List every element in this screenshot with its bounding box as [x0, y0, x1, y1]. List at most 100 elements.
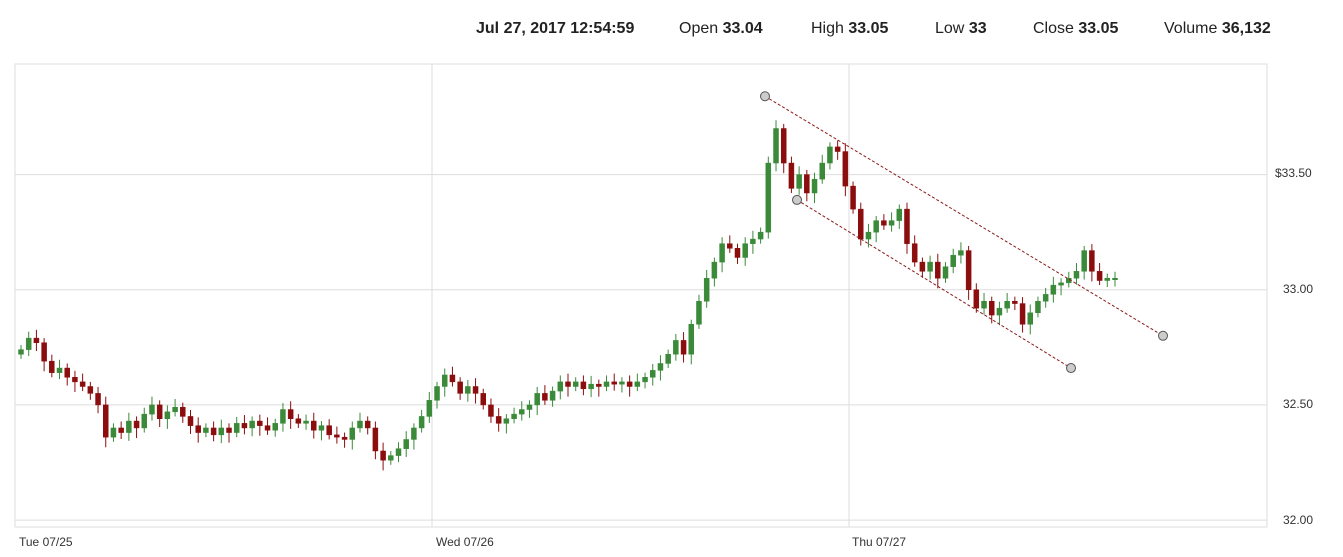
- candle-body: [1104, 277, 1111, 281]
- candle-body: [133, 420, 140, 429]
- candle-body: [95, 393, 101, 406]
- candle-body: [272, 423, 278, 431]
- trend-line-handle[interactable]: [1066, 363, 1076, 374]
- candle-body: [603, 381, 610, 387]
- candle-body: [434, 386, 440, 401]
- candle-body: [534, 393, 540, 406]
- candle-body: [680, 340, 687, 355]
- candle-body: [981, 301, 987, 309]
- candle-body: [742, 243, 748, 258]
- candle-body: [988, 301, 995, 316]
- candle-body: [1019, 303, 1026, 325]
- candle-body: [334, 434, 340, 438]
- candle-body: [233, 423, 240, 433]
- candle-body: [372, 427, 379, 452]
- trend-line-handle[interactable]: [792, 194, 802, 205]
- candle-body: [665, 353, 671, 364]
- candle-body: [703, 277, 710, 302]
- candle-body: [441, 374, 448, 387]
- low-value: 33: [968, 20, 987, 37]
- candle-body: [457, 381, 463, 394]
- candle-body: [156, 404, 163, 419]
- quote-close: Close 33.05: [1033, 20, 1118, 38]
- candle-body: [287, 409, 294, 419]
- quote-high: High 33.05: [811, 20, 888, 38]
- y-tick-label: 32.00: [1283, 513, 1313, 527]
- candle-body: [56, 367, 63, 373]
- candle-body: [896, 208, 903, 221]
- candle-body: [203, 427, 209, 433]
- candle-body: [649, 370, 656, 378]
- high-value: 33.05: [848, 20, 889, 37]
- candle-body: [996, 307, 1003, 316]
- volume-label: Volume: [1164, 20, 1218, 37]
- candle-body: [765, 162, 772, 233]
- candle-body: [1081, 250, 1087, 272]
- candle-body: [264, 425, 271, 431]
- candle-body: [935, 261, 941, 279]
- candle-body: [773, 128, 779, 164]
- candle-body: [588, 383, 594, 390]
- candle-body: [195, 425, 201, 433]
- candle-body: [411, 427, 417, 440]
- candle-body: [449, 374, 456, 383]
- candle-body: [919, 261, 926, 272]
- candle-body: [1042, 294, 1049, 302]
- candle-body: [210, 427, 217, 436]
- candle-body: [657, 363, 664, 371]
- candle-body: [1004, 301, 1010, 309]
- candle-body: [611, 381, 617, 385]
- candle-body: [72, 377, 78, 383]
- quote-header: Jul 27, 2017 12:54:59 Open 33.04 High 33…: [0, 0, 1343, 62]
- candle-body: [218, 427, 225, 436]
- candle-body: [172, 406, 178, 413]
- candle-body: [164, 411, 171, 419]
- candle-body: [341, 436, 348, 440]
- quote-timestamp: Jul 27, 2017 12:54:59: [476, 20, 635, 37]
- open-label: Open: [679, 20, 719, 37]
- candle-body: [480, 393, 487, 406]
- axis-labels: $33.50 33.00 32.50 32.00 Tue 07/25 Wed 0…: [19, 166, 1313, 549]
- trend-line-handle[interactable]: [760, 91, 770, 102]
- candle-body: [619, 381, 625, 385]
- candle-body: [380, 450, 386, 461]
- candle-body: [819, 162, 825, 180]
- x-tick-label: Tue 07/25: [19, 535, 73, 549]
- candle-body: [426, 400, 433, 417]
- candle-body: [49, 360, 55, 373]
- candle-body: [596, 383, 602, 387]
- candle-body: [64, 367, 70, 378]
- candle-body: [688, 324, 695, 355]
- candle-body: [888, 220, 895, 226]
- candle-body: [580, 381, 587, 390]
- candle-body: [757, 231, 764, 240]
- candle-body: [626, 381, 633, 387]
- candle-body: [526, 404, 533, 410]
- candle-body: [465, 386, 471, 394]
- candle-body: [719, 243, 725, 263]
- candle-body: [226, 427, 232, 433]
- quote-volume: Volume 36,132: [1164, 20, 1271, 38]
- candle-body: [572, 381, 579, 387]
- candle-body: [472, 386, 479, 394]
- candle-body: [141, 413, 148, 429]
- candle-body: [395, 448, 402, 456]
- open-value: 33.04: [722, 20, 763, 37]
- trend-channel[interactable]: [760, 91, 1168, 374]
- candle-body: [241, 423, 248, 429]
- candle-body: [87, 386, 94, 394]
- quote-low: Low 33: [935, 20, 987, 38]
- candle-body: [326, 425, 332, 436]
- candle-body: [126, 420, 132, 433]
- close-value: 33.05: [1078, 20, 1119, 37]
- candle-body: [881, 220, 887, 226]
- candle-body: [349, 427, 356, 440]
- candlestick-series[interactable]: [18, 120, 1118, 471]
- candle-body: [711, 261, 718, 279]
- candle-body: [41, 342, 47, 362]
- trend-line-handle[interactable]: [1158, 330, 1168, 341]
- low-label: Low: [935, 20, 965, 37]
- candle-body: [1050, 284, 1057, 295]
- candle-body: [180, 406, 186, 417]
